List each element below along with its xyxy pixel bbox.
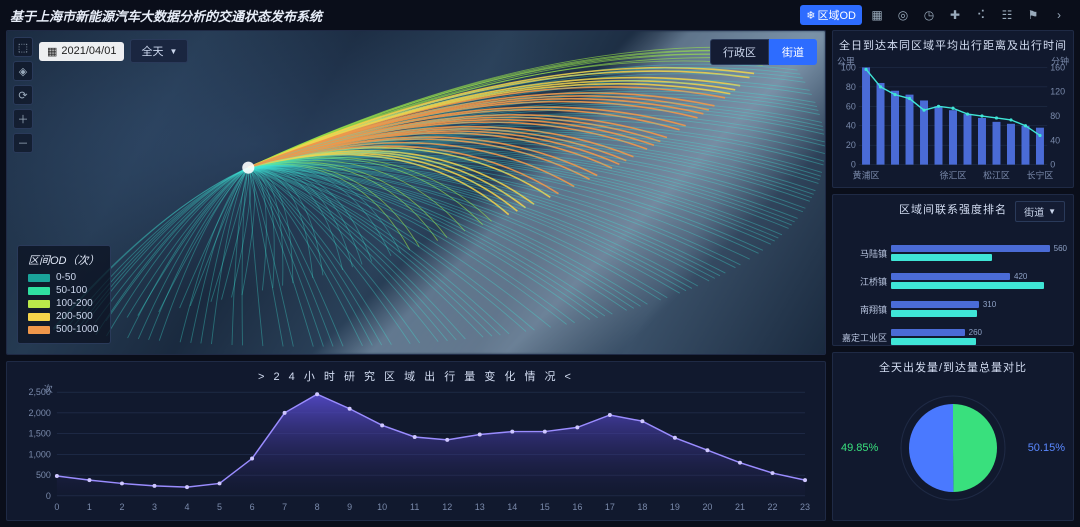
svg-text:19: 19: [670, 502, 680, 512]
svg-text:23: 23: [800, 502, 810, 512]
svg-text:18: 18: [637, 502, 647, 512]
svg-text:22: 22: [768, 502, 778, 512]
svg-text:0: 0: [54, 502, 59, 512]
pie-title: 全天出发量/到达量总量对比: [833, 353, 1073, 375]
pie-panel: 全天出发量/到达量总量对比 49.85% 50.15%: [832, 352, 1074, 521]
dual-title: 全日到达本同区域平均出行距离及出行时间: [833, 31, 1073, 53]
map-ctrl-3d-icon[interactable]: ◈: [13, 61, 33, 81]
period-select[interactable]: 全天 ▼: [130, 39, 188, 63]
hourly-panel: > 2 4 小 时 研 究 区 域 出 行 量 变 化 情 况 < 0 500 1,…: [6, 361, 826, 521]
map-controls: ⬚ ◈ ⟳ ＋ －: [13, 37, 33, 153]
svg-text:次: 次: [44, 384, 53, 394]
svg-text:500: 500: [36, 470, 51, 480]
dual-axis-panel: 全日到达本同区域平均出行距离及出行时间 公里分钟0204060801000408…: [832, 30, 1074, 188]
svg-text:16: 16: [572, 502, 582, 512]
svg-text:13: 13: [475, 502, 485, 512]
dual-axis-chart: 公里分钟02040608010004080120160黄浦区徐汇区松江区长宁区: [833, 53, 1073, 183]
target-icon[interactable]: ◎: [892, 5, 914, 25]
svg-text:4: 4: [185, 502, 190, 512]
chat-icon[interactable]: ☷: [996, 5, 1018, 25]
calendar-icon: ▦: [47, 45, 57, 58]
map-legend: 区间OD（次） 0-5050-100100-200200-500500-1000: [17, 245, 111, 344]
svg-text:长宁区: 长宁区: [1027, 169, 1054, 180]
svg-text:8: 8: [315, 502, 320, 512]
svg-text:40: 40: [846, 121, 856, 131]
clock-icon[interactable]: ◷: [918, 5, 940, 25]
svg-text:0: 0: [851, 160, 856, 170]
svg-text:松江区: 松江区: [983, 169, 1010, 180]
svg-text:1: 1: [87, 502, 92, 512]
share-icon[interactable]: ⠪: [970, 5, 992, 25]
svg-text:2: 2: [119, 502, 124, 512]
top-bar: 基于上海市新能源汽车大数据分析的交通状态发布系统 ❄ 区域OD ▦ ◎ ◷ ✚ …: [0, 0, 1080, 30]
hourly-chart: 05001,0001,5002,0002,500次012345678910111…: [17, 384, 815, 514]
date-picker[interactable]: ▦ 2021/04/01: [39, 42, 124, 61]
svg-text:1,000: 1,000: [28, 449, 50, 459]
svg-text:10: 10: [377, 502, 387, 512]
svg-text:黄浦区: 黄浦区: [853, 169, 880, 180]
map-ctrl-zoomin-icon[interactable]: ＋: [13, 109, 33, 129]
map-canvas[interactable]: [7, 31, 825, 354]
add-icon[interactable]: ✚: [944, 5, 966, 25]
map-ctrl-reset-icon[interactable]: ⟳: [13, 85, 33, 105]
map-ctrl-layers-icon[interactable]: ⬚: [13, 37, 33, 57]
hourly-title: > 2 4 小 时 研 究 区 域 出 行 量 变 化 情 况 <: [17, 368, 815, 384]
expand-icon[interactable]: ›: [1048, 5, 1070, 25]
svg-text:15: 15: [540, 502, 550, 512]
chevron-down-icon: ▼: [1048, 207, 1056, 216]
svg-text:9: 9: [347, 502, 352, 512]
chevron-down-icon: ▼: [169, 47, 177, 56]
svg-text:0: 0: [46, 491, 51, 501]
svg-text:11: 11: [410, 502, 419, 512]
svg-text:徐汇区: 徐汇区: [940, 169, 967, 180]
snowflake-icon: ❄: [806, 9, 815, 22]
svg-text:2,000: 2,000: [28, 408, 50, 418]
map-panel: ⬚ ◈ ⟳ ＋ － ▦ 2021/04/01 全天 ▼: [6, 30, 826, 355]
svg-text:120: 120: [1050, 87, 1065, 97]
top-icon-bar: ❄ 区域OD ▦ ◎ ◷ ✚ ⠪ ☷ ⚑ ›: [800, 5, 1070, 25]
grid-icon[interactable]: ▦: [866, 5, 888, 25]
od-flow-lines: [7, 31, 825, 355]
region-level-toggle: 行政区 街道: [710, 39, 817, 65]
svg-text:5: 5: [217, 502, 222, 512]
svg-text:21: 21: [735, 502, 745, 512]
svg-text:160: 160: [1050, 62, 1065, 72]
svg-text:3: 3: [152, 502, 157, 512]
pie-pct-b: 50.15%: [1028, 442, 1065, 454]
svg-text:60: 60: [846, 101, 856, 111]
map-ctrl-zoomout-icon[interactable]: －: [13, 133, 33, 153]
svg-text:0: 0: [1050, 160, 1055, 170]
ranking-select[interactable]: 街道 ▼: [1015, 201, 1065, 222]
flag-icon[interactable]: ⚑: [1022, 5, 1044, 25]
svg-text:14: 14: [507, 502, 517, 512]
svg-text:12: 12: [442, 502, 452, 512]
svg-text:6: 6: [250, 502, 255, 512]
svg-text:20: 20: [702, 502, 712, 512]
mode-od-button[interactable]: ❄ 区域OD: [800, 5, 862, 25]
svg-text:40: 40: [1050, 135, 1060, 145]
ranking-panel: 区域间联系强度排名 街道 ▼ 马陆镇 560 江桥镇 420 南翔镇 310 嘉…: [832, 194, 1074, 346]
svg-text:17: 17: [605, 502, 615, 512]
svg-text:20: 20: [846, 140, 856, 150]
svg-text:7: 7: [282, 502, 287, 512]
svg-text:1,500: 1,500: [28, 429, 50, 439]
svg-text:80: 80: [1050, 111, 1060, 121]
svg-text:80: 80: [846, 82, 856, 92]
pie-chart: [893, 388, 1013, 508]
pie-pct-a: 49.85%: [841, 442, 878, 454]
app-title: 基于上海市新能源汽车大数据分析的交通状态发布系统: [10, 6, 800, 25]
svg-text:100: 100: [841, 62, 856, 72]
toggle-district[interactable]: 行政区: [710, 39, 769, 65]
toggle-street[interactable]: 街道: [769, 39, 817, 65]
